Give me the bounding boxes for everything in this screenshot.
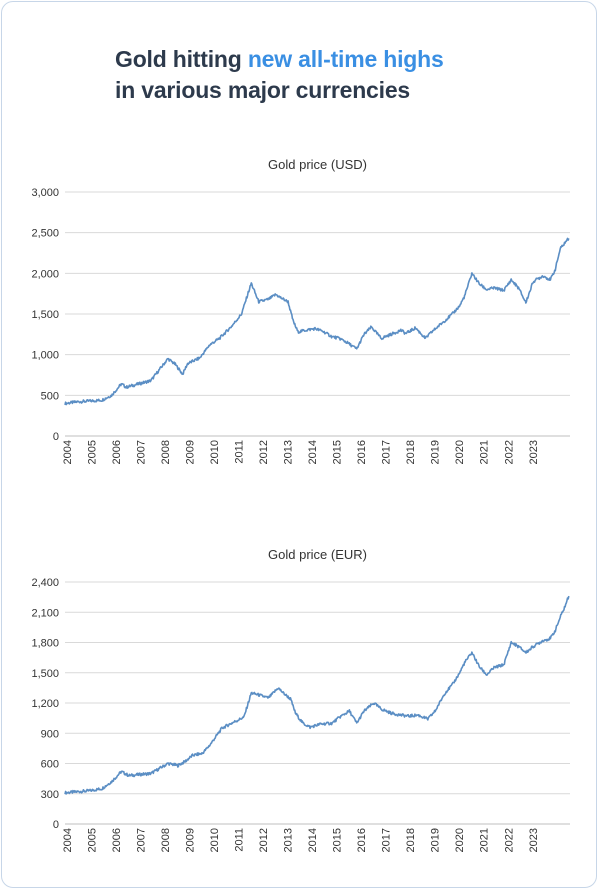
y-tick-label: 600 [41, 759, 59, 771]
eur-chart: Gold price (EUR) 0 300 600 900 1,200 1,500 1,80… [0, 540, 600, 880]
x-tick-label: 2012 [258, 828, 270, 852]
y-tick-label: 1,500 [31, 668, 59, 680]
eur-chart-svg: Gold price (EUR) 0 300 600 900 1,200 1,500 1,80… [31, 547, 570, 852]
x-tick-label: 2014 [307, 440, 319, 464]
y-tick-label: 2,400 [31, 577, 59, 589]
series-line [64, 595, 570, 795]
x-tick-label: 2006 [111, 440, 123, 464]
y-tick-label: 500 [41, 390, 59, 402]
headline-part1: Gold hitting [115, 46, 248, 72]
usd-chart-svg: Gold price (USD) 0 500 1,000 1,500 2,000 2,500… [31, 157, 570, 464]
y-tick-label: 2,000 [31, 268, 59, 280]
x-tick-label: 2007 [136, 440, 148, 464]
x-tick-label: 2010 [209, 440, 221, 464]
x-tick-label: 2018 [405, 440, 417, 464]
x-tick-label: 2014 [307, 828, 319, 852]
y-tick-label: 300 [41, 789, 59, 801]
y-tick-label: 1,200 [31, 698, 59, 710]
x-tick-label: 2005 [87, 440, 99, 464]
x-tick-label: 2015 [332, 440, 344, 464]
y-tick-label: 1,500 [31, 309, 59, 321]
y-tick-label: 1,000 [31, 350, 59, 362]
x-tick-label: 2011 [234, 440, 246, 464]
x-tick-label: 2023 [528, 440, 540, 464]
x-tick-label: 2012 [258, 440, 270, 464]
x-tick-label: 2018 [405, 828, 417, 852]
x-tick-label: 2021 [479, 440, 491, 464]
y-tick-label: 1,800 [31, 638, 59, 650]
usd-chart: Gold price (USD) 0 500 1,000 1,500 2,000 2,500… [0, 150, 600, 490]
x-tick-label: 2009 [185, 828, 197, 852]
x-tick-label: 2021 [479, 828, 491, 852]
y-tick-label: 2,500 [31, 228, 59, 240]
chart-title: Gold price (EUR) [268, 547, 367, 562]
x-tick-label: 2005 [87, 828, 99, 852]
x-tick-label: 2020 [454, 828, 466, 852]
x-tick-label: 2013 [283, 440, 295, 464]
x-tick-label: 2004 [62, 440, 74, 464]
x-tick-label: 2010 [209, 828, 221, 852]
x-tick-label: 2022 [503, 828, 515, 852]
x-tick-label: 2022 [503, 440, 515, 464]
x-tick-label: 2008 [160, 440, 172, 464]
y-tick-label: 0 [53, 431, 59, 443]
x-tick-label: 2013 [283, 828, 295, 852]
x-tick-label: 2023 [528, 828, 540, 852]
x-tick-label: 2017 [381, 828, 393, 852]
x-tick-label: 2019 [430, 440, 442, 464]
x-tick-label: 2004 [62, 828, 74, 852]
headline-line2: in various major currencies [115, 77, 411, 103]
x-tick-label: 2020 [454, 440, 466, 464]
series-line [64, 237, 570, 406]
chart-title: Gold price (USD) [268, 157, 367, 172]
x-tick-label: 2008 [160, 828, 172, 852]
headline: Gold hitting new all-time highs in variou… [115, 44, 444, 106]
x-tick-label: 2017 [381, 440, 393, 464]
x-tick-label: 2006 [111, 828, 123, 852]
y-tick-label: 0 [53, 819, 59, 831]
y-tick-label: 900 [41, 728, 59, 740]
x-tick-label: 2011 [234, 828, 246, 852]
x-tick-label: 2015 [332, 828, 344, 852]
x-tick-label: 2016 [356, 828, 368, 852]
headline-accent: new all-time highs [247, 46, 444, 72]
x-tick-label: 2007 [136, 828, 148, 852]
x-tick-label: 2016 [356, 440, 368, 464]
y-tick-label: 3,000 [31, 187, 59, 199]
x-tick-label: 2009 [185, 440, 197, 464]
y-tick-label: 2,100 [31, 607, 59, 619]
x-tick-label: 2019 [430, 828, 442, 852]
